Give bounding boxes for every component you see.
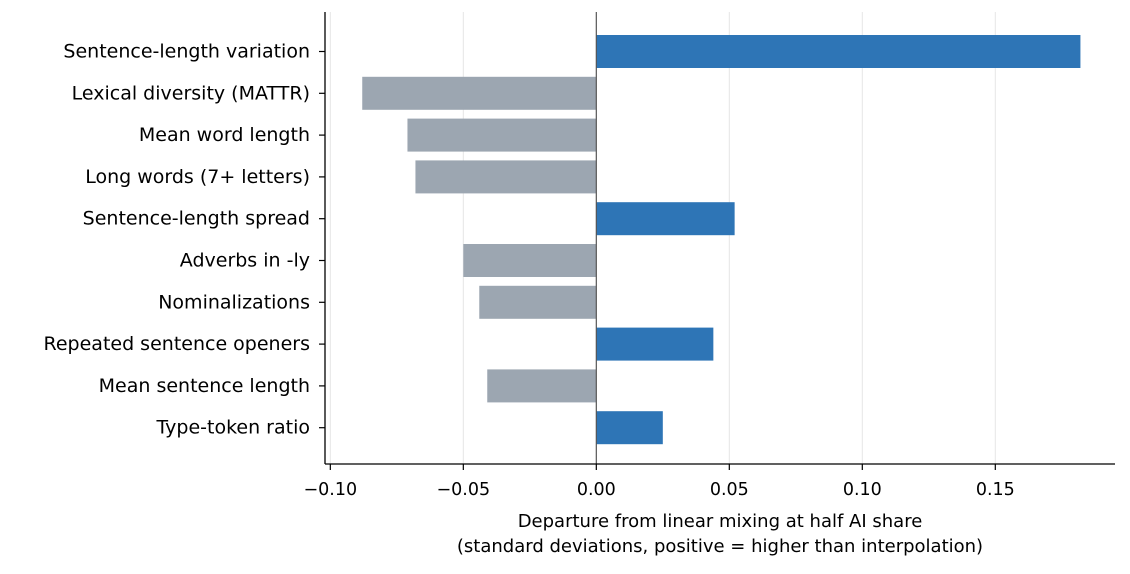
x-tick-label-5: 0.15 [976,480,1015,500]
bar-8 [487,369,597,403]
x-axis-label-line2: (standard deviations, positive = higher … [457,536,983,557]
category-label-9: Type-token ratio [156,417,310,439]
category-label-8: Mean sentence length [99,375,310,397]
bars-group [362,35,1081,445]
bar-9 [596,411,663,445]
x-tick-labels: −0.10 −0.05 0.00 0.05 0.10 0.15 [303,464,1015,500]
category-label-6: Nominalizations [158,291,310,313]
category-label-2: Mean word length [139,124,310,146]
category-label-0: Sentence-length variation [63,41,310,63]
x-tick-label-3: 0.05 [710,480,749,500]
category-label-5: Adverbs in -ly [180,250,310,272]
x-tick-label-2: 0.00 [577,480,616,500]
x-axis-label-line1: Departure from linear mixing at half AI … [518,511,923,532]
category-label-1: Lexical diversity (MATTR) [72,82,310,104]
bar-7 [596,327,714,361]
bar-0 [596,35,1081,68]
x-tick-label-1: −0.05 [436,480,490,500]
category-label-4: Sentence-length spread [83,208,310,230]
x-tick-label-0: −0.10 [303,480,357,500]
axes [324,12,1115,465]
category-label-7: Repeated sentence openers [44,333,310,355]
category-labels: Sentence-length variation Lexical diversi… [44,41,325,439]
bar-5 [463,244,597,277]
category-label-3: Long words (7+ letters) [85,166,310,188]
bar-2 [407,118,597,152]
x-tick-label-4: 0.10 [843,480,882,500]
bar-3 [415,160,597,194]
bar-6 [479,285,597,319]
bar-1 [362,76,597,110]
bar-4 [596,202,735,236]
